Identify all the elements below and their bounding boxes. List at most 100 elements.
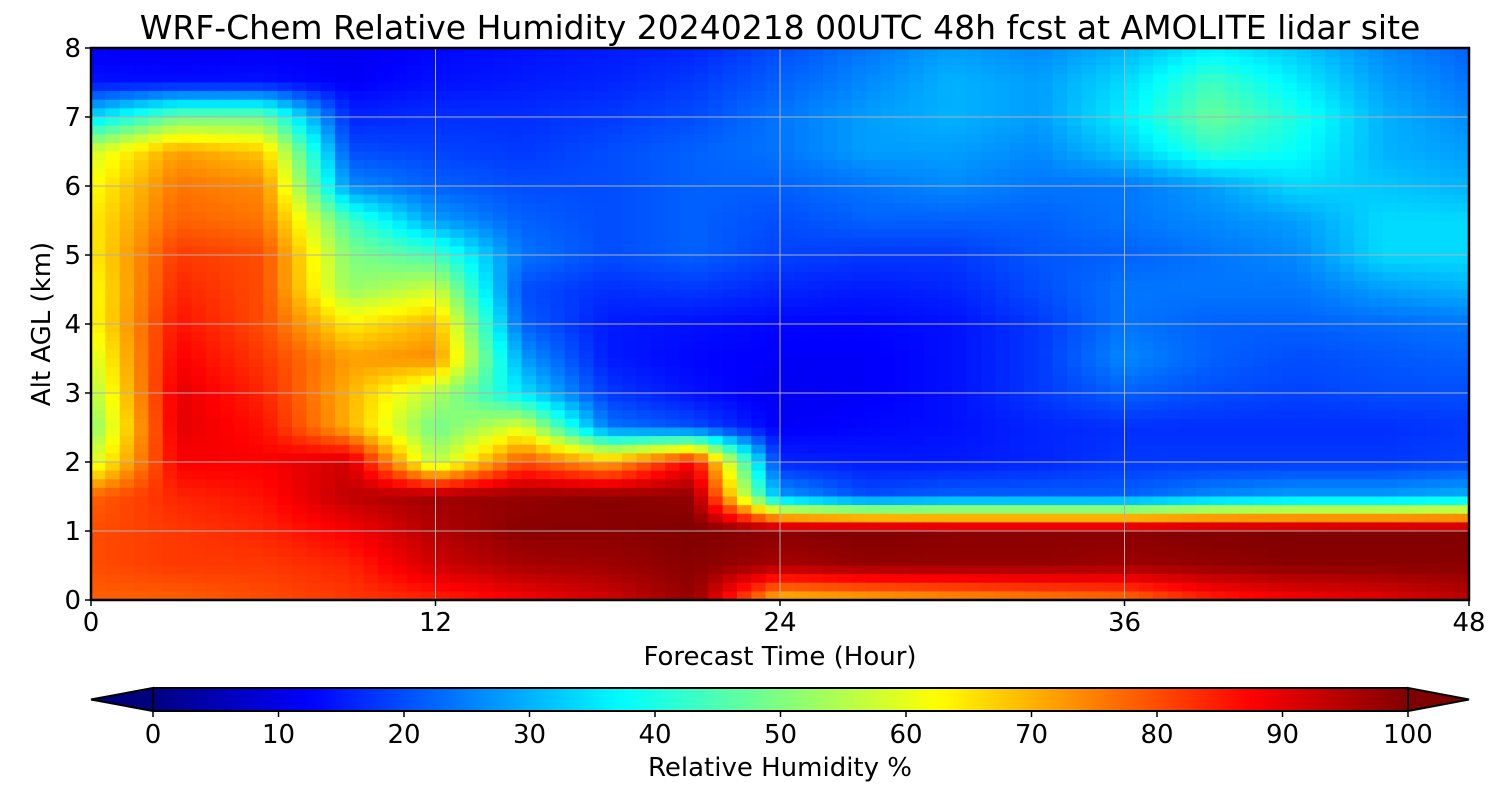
humidity-cell xyxy=(1268,108,1284,118)
humidity-cell xyxy=(1124,410,1140,420)
humidity-cell xyxy=(234,462,250,472)
humidity-cell xyxy=(1253,229,1269,239)
humidity-cell xyxy=(1454,298,1469,308)
humidity-cell xyxy=(421,246,437,256)
humidity-cell xyxy=(693,324,710,334)
humidity-cell xyxy=(1454,99,1469,110)
humidity-cell xyxy=(1081,177,1097,187)
humidity-cell xyxy=(306,324,322,334)
humidity-cell xyxy=(421,117,437,127)
humidity-cell xyxy=(349,487,365,498)
humidity-cell xyxy=(1368,211,1384,222)
humidity-cell xyxy=(622,349,638,360)
humidity-cell xyxy=(593,177,609,187)
humidity-cell xyxy=(1253,324,1269,334)
humidity-cell xyxy=(995,427,1011,437)
humidity-cell xyxy=(363,324,379,334)
humidity-cell xyxy=(1081,168,1097,179)
humidity-cell xyxy=(708,203,724,213)
humidity-cell xyxy=(335,349,351,360)
humidity-cell xyxy=(220,125,236,136)
humidity-cell xyxy=(1210,444,1226,455)
humidity-cell xyxy=(937,237,954,248)
humidity-cell xyxy=(507,229,523,239)
humidity-cell xyxy=(894,436,910,446)
humidity-cell xyxy=(966,410,982,420)
humidity-cell xyxy=(277,99,293,110)
humidity-cell xyxy=(823,151,839,161)
humidity-cell xyxy=(780,237,796,248)
humidity-cell xyxy=(1153,229,1169,239)
humidity-cell xyxy=(177,427,193,437)
humidity-cell xyxy=(478,211,494,222)
humidity-cell xyxy=(1339,324,1355,334)
humidity-cell xyxy=(234,246,250,256)
humidity-cell xyxy=(1224,418,1241,429)
humidity-cell xyxy=(593,479,609,489)
humidity-cell xyxy=(1282,393,1298,403)
humidity-cell xyxy=(736,99,753,110)
humidity-cell xyxy=(1325,436,1341,446)
humidity-cell xyxy=(1095,56,1111,67)
humidity-cell xyxy=(995,108,1011,118)
humidity-cell xyxy=(607,73,623,84)
humidity-cell xyxy=(1009,462,1025,472)
humidity-cell xyxy=(708,280,724,291)
humidity-cell xyxy=(1454,393,1469,403)
humidity-cell xyxy=(119,203,135,213)
humidity-cell xyxy=(1382,470,1399,481)
humidity-cell xyxy=(1425,65,1442,75)
humidity-cell xyxy=(923,56,939,67)
humidity-cell xyxy=(622,263,638,274)
humidity-cell xyxy=(1311,444,1327,455)
humidity-cell xyxy=(980,65,997,75)
humidity-cell xyxy=(665,73,681,84)
humidity-cell xyxy=(923,367,939,377)
humidity-cell xyxy=(823,280,839,291)
humidity-cell xyxy=(952,82,968,92)
humidity-cell xyxy=(866,453,882,463)
humidity-cell xyxy=(579,393,595,403)
humidity-cell xyxy=(263,65,279,75)
humidity-cell xyxy=(234,280,250,291)
humidity-cell xyxy=(1095,341,1111,351)
humidity-cell xyxy=(607,487,623,498)
humidity-cell xyxy=(722,91,738,101)
humidity-cell xyxy=(1296,229,1312,239)
humidity-cell xyxy=(1354,306,1370,317)
humidity-cell xyxy=(1296,375,1312,386)
humidity-cell xyxy=(134,367,150,377)
humidity-cell xyxy=(765,56,781,67)
humidity-cell xyxy=(1440,151,1456,161)
humidity-cell xyxy=(1167,211,1183,222)
humidity-cell xyxy=(535,160,552,170)
humidity-cell xyxy=(995,358,1011,368)
humidity-cell xyxy=(263,341,279,351)
humidity-cell xyxy=(880,367,896,377)
humidity-cell xyxy=(550,160,566,170)
humidity-cell xyxy=(1196,194,1212,205)
humidity-cell xyxy=(1368,341,1384,351)
humidity-cell xyxy=(1095,418,1111,429)
humidity-cell xyxy=(1354,65,1370,75)
humidity-cell xyxy=(349,341,365,351)
humidity-cell xyxy=(1110,125,1126,136)
humidity-cell xyxy=(1296,358,1312,368)
humidity-cell xyxy=(1339,453,1355,463)
humidity-cell xyxy=(148,332,164,343)
humidity-cell xyxy=(1181,358,1198,368)
humidity-cell xyxy=(1425,151,1442,161)
humidity-cell xyxy=(808,220,824,230)
humidity-cell xyxy=(1368,56,1384,67)
humidity-cell xyxy=(708,263,724,274)
humidity-cell xyxy=(1167,82,1183,92)
humidity-cell xyxy=(1325,410,1341,420)
humidity-cell xyxy=(148,427,164,437)
humidity-cell xyxy=(392,160,408,170)
humidity-cell xyxy=(765,418,781,429)
humidity-cell xyxy=(1153,160,1169,170)
humidity-cell xyxy=(1268,186,1284,196)
humidity-cell xyxy=(335,358,351,368)
humidity-cell xyxy=(564,91,580,101)
humidity-cell xyxy=(1454,220,1469,230)
